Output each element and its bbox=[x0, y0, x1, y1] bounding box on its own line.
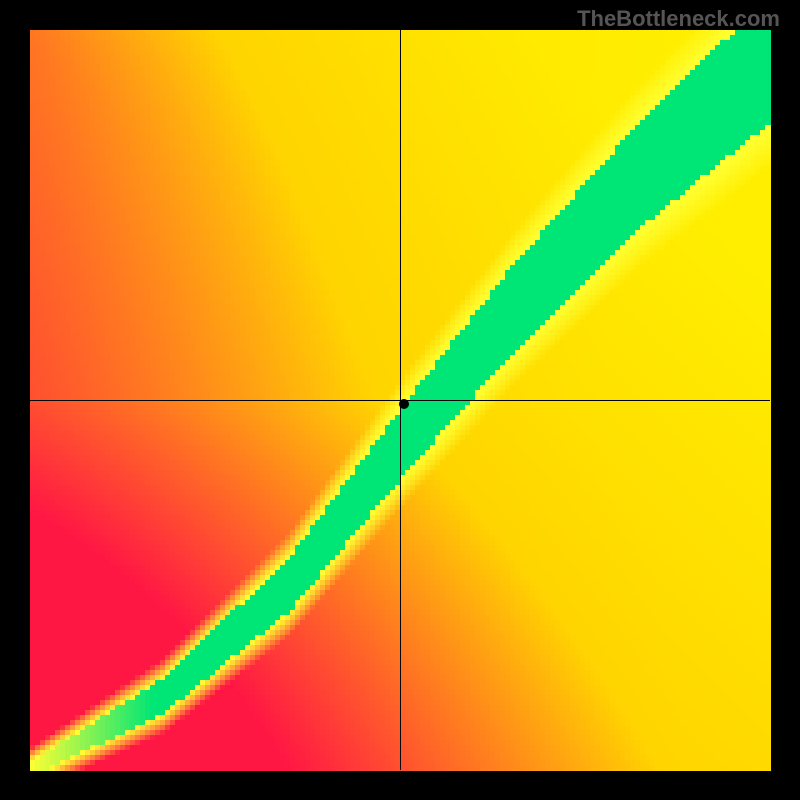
data-point-marker bbox=[399, 399, 409, 409]
watermark-text: TheBottleneck.com bbox=[577, 6, 780, 32]
chart-container: TheBottleneck.com bbox=[0, 0, 800, 800]
